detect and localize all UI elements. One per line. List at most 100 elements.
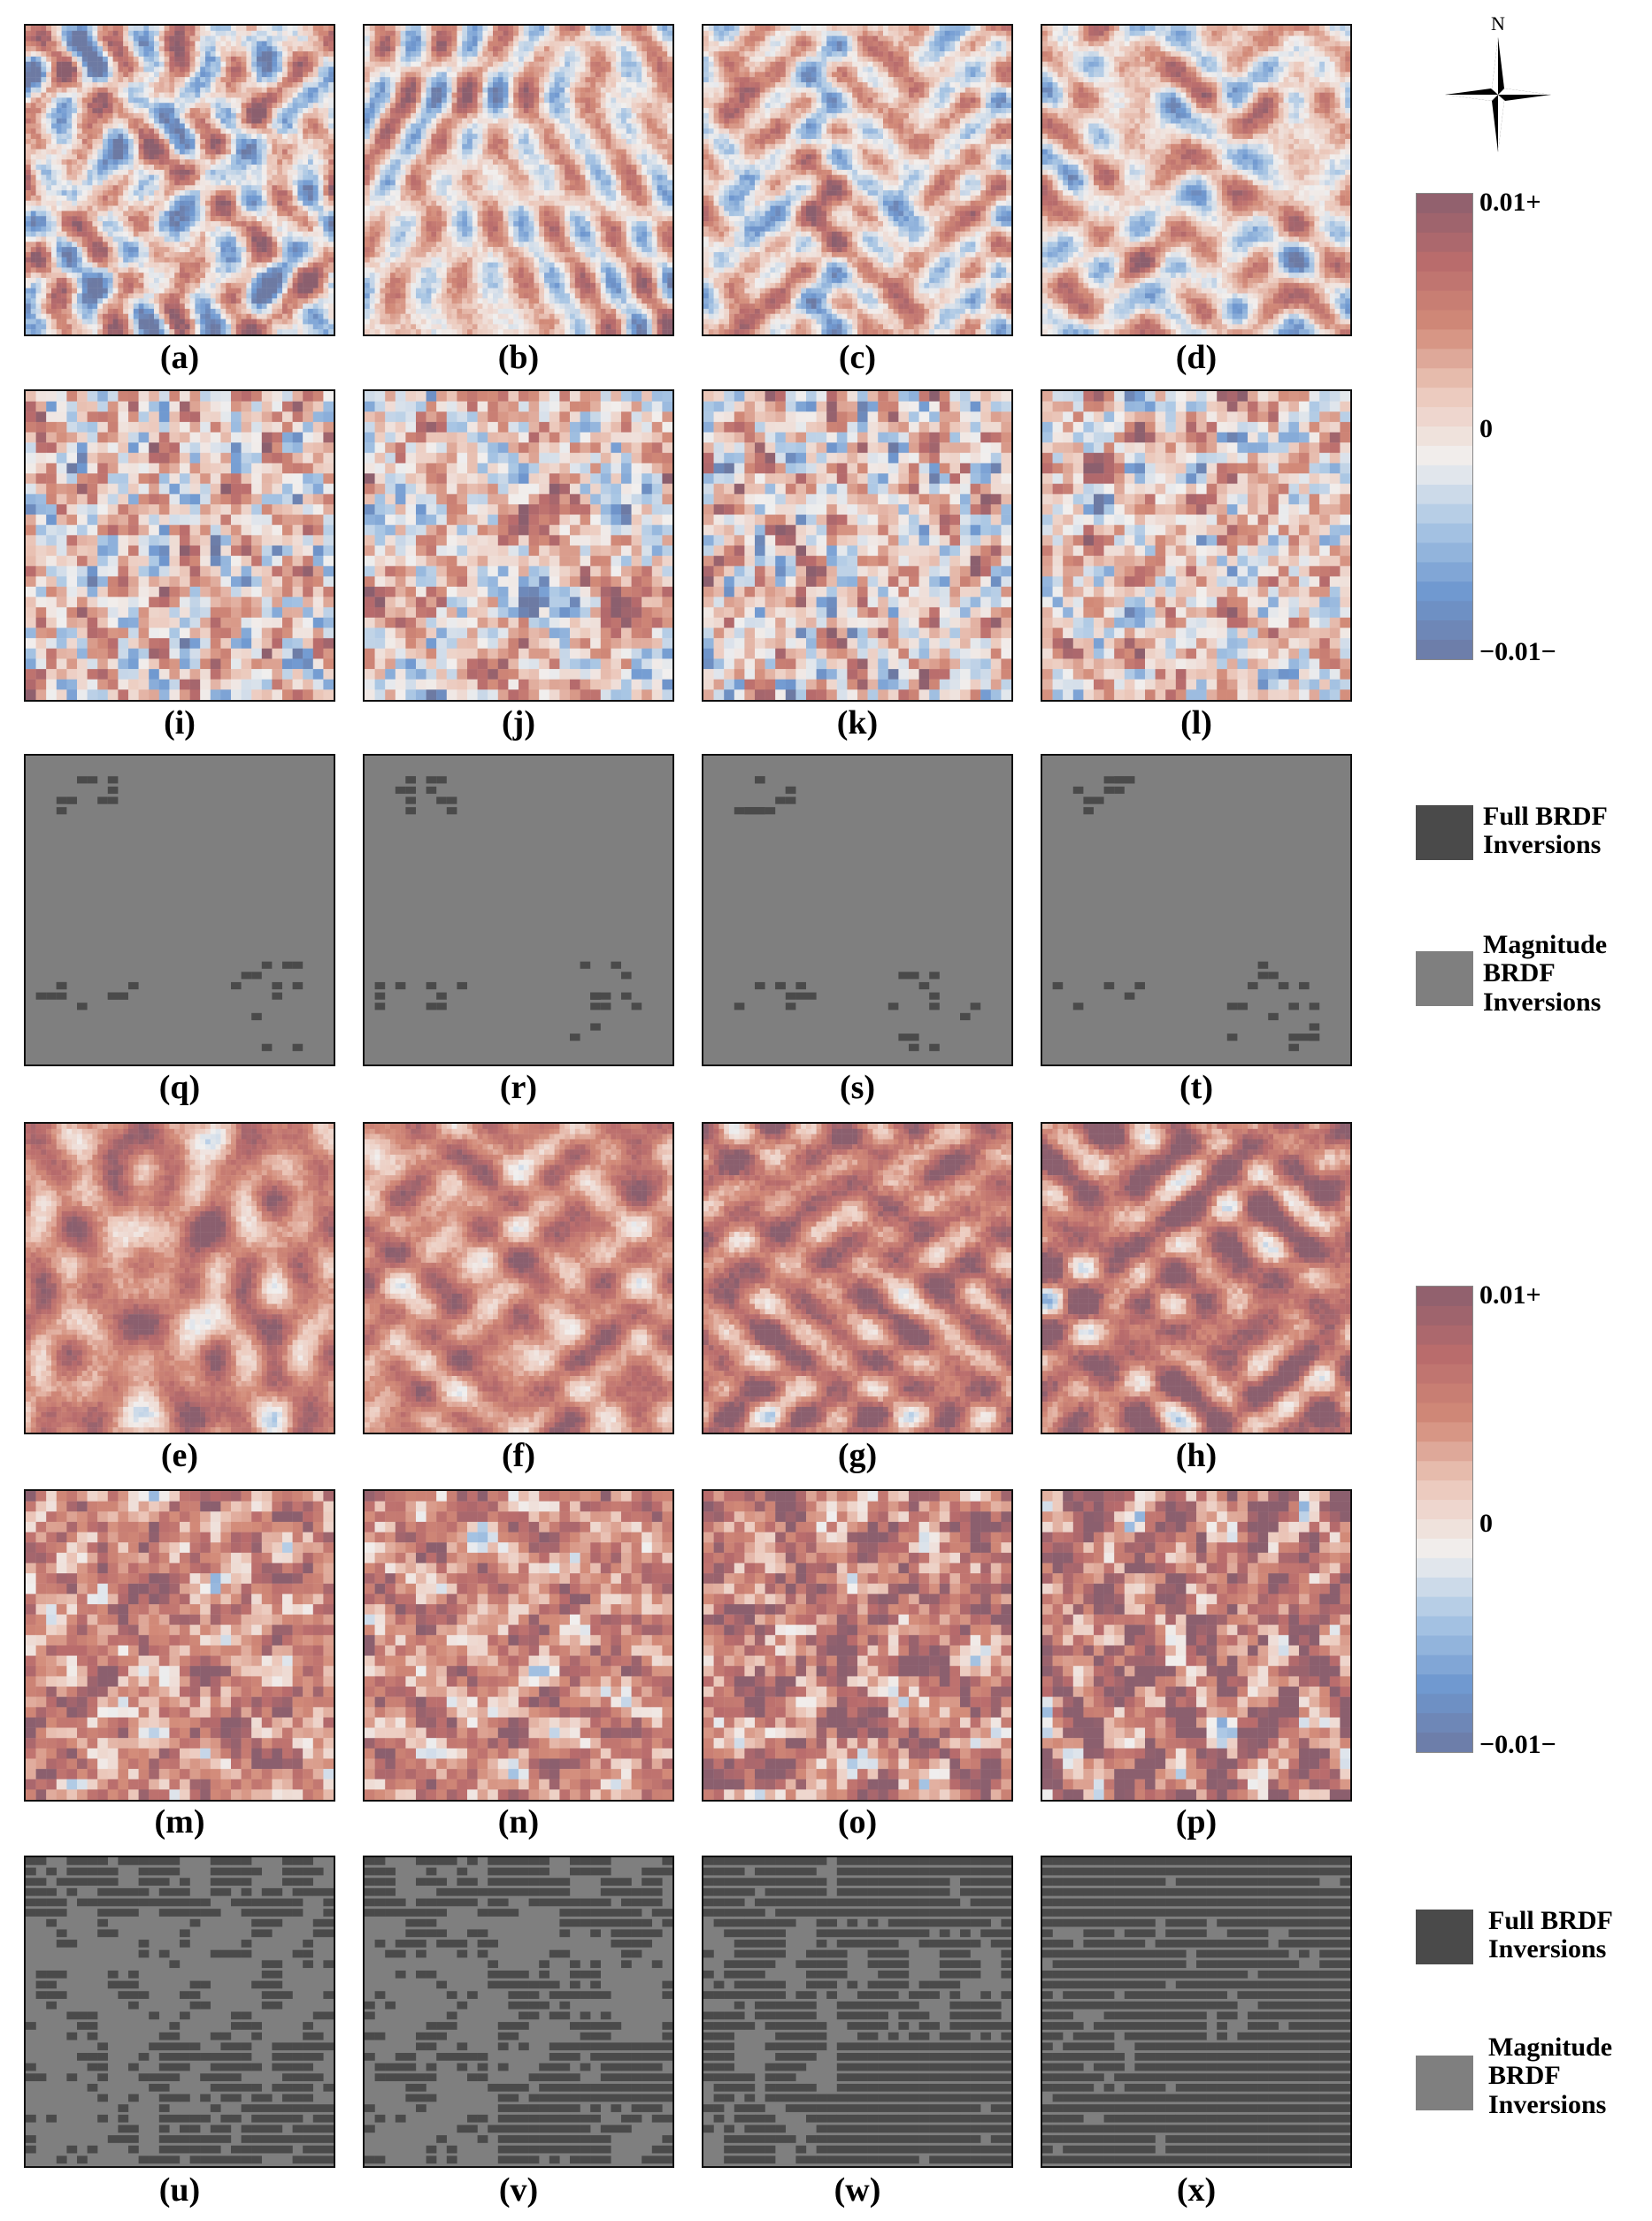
panel-n-map [363, 1489, 674, 1802]
panel-g-map [702, 1122, 1013, 1434]
colorbar-step [1417, 1577, 1472, 1598]
colorbar-step [1417, 1305, 1472, 1326]
legend-top-magnitude-brdf-swatch [1416, 951, 1473, 1006]
panel-label-w: (w) [702, 2173, 1013, 2207]
colorbar-step [1417, 310, 1472, 330]
north-arrow-compass: N [1445, 11, 1551, 152]
colorbar-step [1417, 368, 1472, 388]
panel-label-r: (r) [363, 1071, 674, 1104]
colorbar-step [1417, 1674, 1472, 1695]
colorbar-step [1417, 271, 1472, 292]
legend-bottom-full-line1: Full BRDF [1488, 1906, 1613, 1935]
colorbar-step [1417, 562, 1472, 582]
colorbar-step [1417, 1733, 1472, 1753]
panel-r-map [363, 754, 674, 1066]
colorbar-step [1417, 1519, 1472, 1540]
panel-label-k: (k) [702, 706, 1013, 740]
legend-top-mag-line2: BRDF [1483, 958, 1607, 988]
colorbar-step [1417, 620, 1472, 641]
legend-top-mag-line1: Magnitude [1483, 930, 1607, 959]
colorbar-step [1417, 640, 1472, 660]
panel-d-map [1041, 24, 1352, 336]
colorbar-step [1417, 349, 1472, 369]
panel-label-o: (o) [702, 1805, 1013, 1839]
panel-label-x: (x) [1041, 2173, 1352, 2207]
panel-label-h: (h) [1041, 1439, 1352, 1472]
colorbar-step [1417, 484, 1472, 505]
colorbar-step [1417, 212, 1472, 234]
panel-label-u: (u) [24, 2173, 335, 2207]
panel-h-map [1041, 1122, 1352, 1434]
colorbar-step [1417, 1422, 1472, 1442]
panel-label-d: (d) [1041, 341, 1352, 374]
colorbar-step [1417, 445, 1472, 466]
panel-label-b: (b) [363, 341, 674, 374]
colorbar-top-min-label: −0.01− [1479, 639, 1556, 665]
panel-label-c: (c) [702, 341, 1013, 374]
panel-label-p: (p) [1041, 1805, 1352, 1839]
colorbar-step [1417, 1635, 1472, 1656]
panel-s-map [702, 754, 1013, 1066]
colorbar-step [1417, 1655, 1472, 1675]
panel-k-map [702, 389, 1013, 702]
colorbar-step [1417, 1616, 1472, 1636]
panel-q-map [24, 754, 335, 1066]
colorbar-step [1417, 1694, 1472, 1714]
panel-l-map [1041, 389, 1352, 702]
colorbar-step [1417, 581, 1472, 602]
colorbar-step [1417, 1287, 1472, 1307]
colorbar-step [1417, 1383, 1472, 1403]
legend-top-full-brdf-label: Full BRDF Inversions [1483, 802, 1608, 860]
panel-o-map [702, 1489, 1013, 1802]
colorbar-bottom [1416, 1286, 1473, 1753]
panel-j-map [363, 389, 674, 702]
colorbar-step [1417, 542, 1472, 563]
panel-label-q: (q) [24, 1071, 335, 1104]
panel-label-f: (f) [363, 1439, 674, 1472]
panel-c-map [702, 24, 1013, 336]
colorbar-step [1417, 427, 1472, 447]
colorbar-step [1417, 1325, 1472, 1346]
legend-top-mag-line3: Inversions [1483, 988, 1607, 1017]
colorbar-step [1417, 251, 1472, 273]
panel-label-g: (g) [702, 1439, 1013, 1472]
legend-bottom-full-line2: Inversions [1488, 1934, 1613, 1964]
colorbar-step [1417, 1344, 1472, 1365]
colorbar-bottom-min-label: −0.01− [1479, 1732, 1556, 1758]
colorbar-step [1417, 1364, 1472, 1385]
panel-v-map [363, 1856, 674, 2168]
panel-e-map [24, 1122, 335, 1434]
panel-u-map [24, 1856, 335, 2168]
legend-bottom-mag-line2: BRDF [1488, 2061, 1612, 2090]
panel-label-j: (j) [363, 706, 674, 740]
colorbar-step [1417, 1480, 1472, 1501]
colorbar-bottom-zero-label: 0 [1479, 1510, 1493, 1537]
colorbar-step [1417, 194, 1472, 214]
legend-bottom-magnitude-brdf-label: Magnitude BRDF Inversions [1488, 2033, 1612, 2119]
panel-m-map [24, 1489, 335, 1802]
colorbar-top-max-label: 0.01+ [1479, 189, 1541, 216]
colorbar-top [1416, 193, 1473, 660]
panel-f-map [363, 1122, 674, 1434]
panel-i-map [24, 389, 335, 702]
colorbar-top-zero-label: 0 [1479, 416, 1493, 442]
colorbar-step [1417, 523, 1472, 543]
colorbar-step [1417, 1538, 1472, 1559]
legend-bottom-full-brdf-swatch [1416, 1910, 1473, 1964]
colorbar-step [1417, 601, 1472, 621]
panel-label-l: (l) [1041, 706, 1352, 740]
panel-w-map [702, 1856, 1013, 2168]
colorbar-bottom-max-label: 0.01+ [1479, 1282, 1541, 1309]
north-label: N [1491, 12, 1505, 35]
panel-label-i: (i) [24, 706, 335, 740]
colorbar-step [1417, 465, 1472, 486]
colorbar-step [1417, 1713, 1472, 1733]
legend-top-full-line2: Inversions [1483, 830, 1608, 859]
panel-label-v: (v) [363, 2173, 674, 2207]
panel-t-map [1041, 754, 1352, 1066]
colorbar-step [1417, 290, 1472, 311]
colorbar-step [1417, 1461, 1472, 1481]
panel-label-m: (m) [24, 1805, 335, 1839]
colorbar-step [1417, 503, 1472, 525]
legend-top-magnitude-brdf-label: Magnitude BRDF Inversions [1483, 930, 1607, 1017]
